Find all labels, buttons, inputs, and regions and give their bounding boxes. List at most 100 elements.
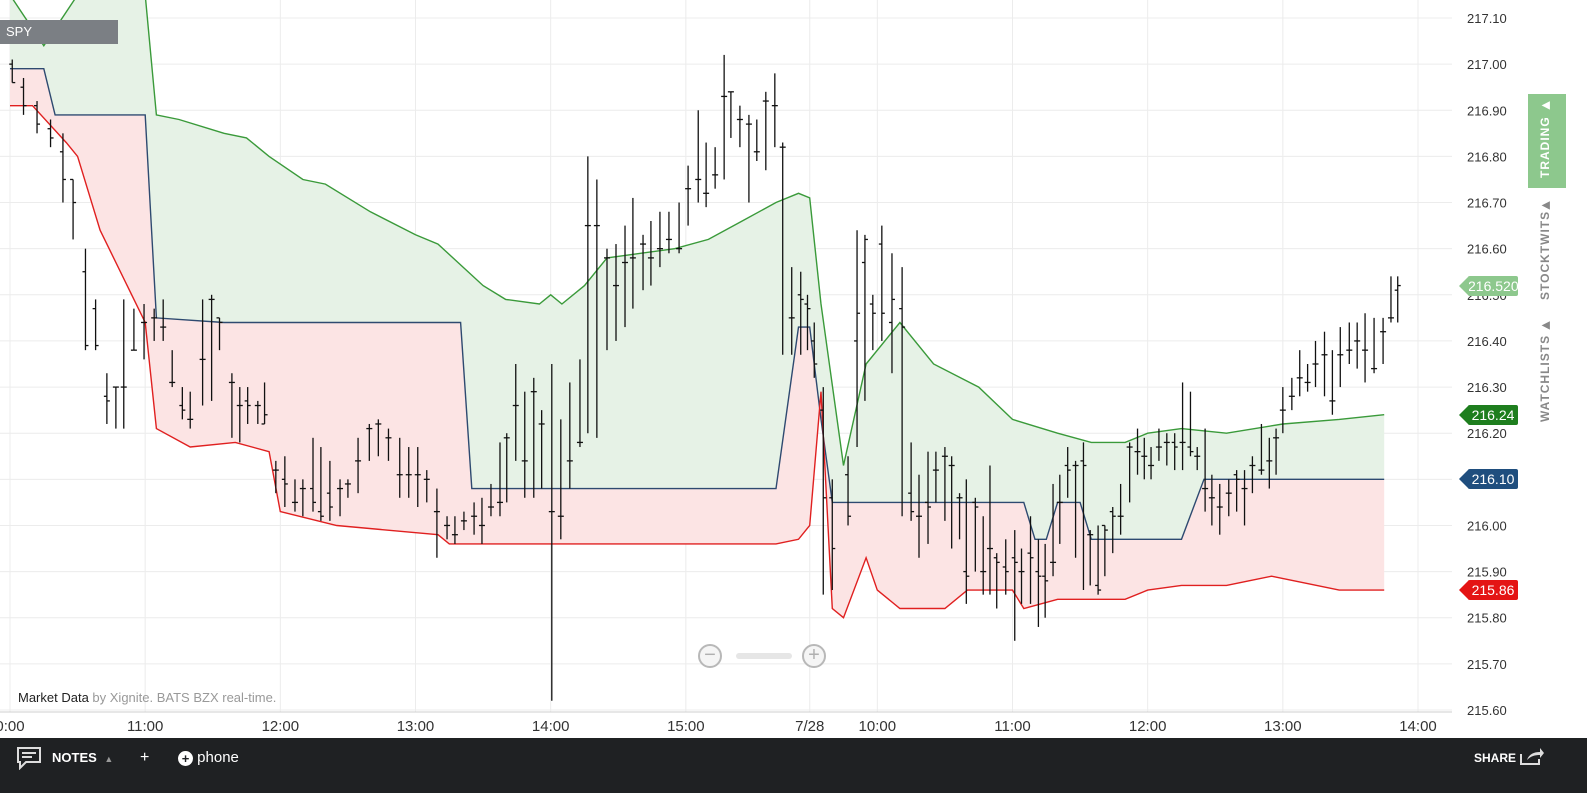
lower-channel-fill (10, 68, 1385, 618)
ohlc-bar (622, 225, 629, 328)
ohlc-bar (745, 114, 752, 203)
ohlc-bar (1362, 313, 1369, 383)
attribution-rest: by Xignite. BATS BZX real-time. (88, 690, 277, 705)
ohlc-bar (244, 387, 251, 424)
ohlc-bar (1117, 483, 1124, 535)
ohlc-bar (272, 460, 279, 494)
y-tick-label: 217.00 (1467, 57, 1507, 72)
price-chart[interactable]: 217.10 217.00 216.90 216.80 216.70 216.60 216.… (0, 0, 1587, 738)
ohlc-bar (1101, 524, 1108, 577)
share-button[interactable]: SHARE (1474, 738, 1545, 778)
ohlc-bar (676, 202, 683, 254)
ohlc-bar (70, 178, 77, 240)
ohlc-bar (845, 456, 852, 526)
ohlc-bar (640, 234, 647, 291)
add-note-button[interactable]: + (140, 749, 150, 766)
ohlc-bar (548, 364, 555, 701)
market-data-attribution: Market Data by Xignite. BATS BZX real-ti… (18, 690, 276, 705)
tab-trading-label: TRADING (1538, 116, 1552, 178)
tab-stocktwits[interactable]: ◀ STOCKTWITS (1528, 196, 1566, 306)
chevron-up-icon: ◀ (1542, 320, 1551, 331)
price-tag-lower: 215.86 (1459, 580, 1518, 601)
x-tick-label: 13:00 (1264, 718, 1302, 735)
ohlc-bar (1187, 391, 1194, 457)
ohlc-bar (916, 474, 923, 558)
x-tick-label: 11:00 (127, 718, 163, 735)
ohlc-bar (169, 350, 176, 388)
ohlc-bar (385, 428, 392, 461)
x-tick-label: 12:00 (1129, 718, 1167, 735)
ohlc-bar (1064, 447, 1071, 498)
bottom-toolbar: NOTES ▲ + + phone SHARE (0, 738, 1587, 793)
ohlc-bar (1273, 428, 1280, 475)
y-tick-label: 216.00 (1467, 518, 1507, 533)
ohlc-bar (1080, 442, 1087, 591)
ohlc-bar (1380, 317, 1387, 364)
ohlc-bar (20, 77, 27, 115)
notes-label: NOTES (52, 750, 97, 765)
ohlc-bar (236, 387, 243, 443)
ohlc-bar (47, 119, 54, 148)
ohlc-bar (366, 423, 373, 461)
share-label: SHARE (1474, 751, 1517, 765)
ohlc-bar (993, 553, 1000, 609)
ohlc-bar (34, 101, 41, 134)
ohlc-bar (1148, 447, 1155, 480)
ohlc-bar (1216, 483, 1223, 535)
caret-up-icon: ▲ (104, 754, 114, 764)
share-icon (1520, 748, 1545, 765)
ohlc-bar (736, 105, 743, 148)
ohlc-bar (261, 382, 268, 425)
ohlc-bar (869, 294, 876, 351)
price-tag-last: 216.520 (1459, 275, 1519, 296)
ohlc-bar (281, 456, 288, 508)
zoom-control: − + (698, 644, 830, 672)
ohlc-bar (396, 437, 403, 498)
ohlc-bar (811, 322, 818, 378)
ohlc-bar (1279, 387, 1286, 434)
ohlc-bar (1266, 437, 1273, 489)
ohlc-bar (460, 511, 467, 531)
ohlc-bar (1321, 331, 1328, 397)
ohlc-bar (1056, 474, 1063, 544)
ohlc-bar (629, 197, 636, 309)
zoom-out-button[interactable]: − (698, 644, 722, 668)
ohlc-bar (151, 308, 158, 341)
x-tick-label: 14:00 (1399, 718, 1437, 735)
ohlc-bar (1042, 543, 1049, 618)
ohlc-bar (820, 387, 827, 595)
ohlc-bar (444, 516, 451, 540)
ohlc-bar (405, 447, 412, 498)
ohlc-bar (1288, 377, 1295, 411)
ohlc-bar (788, 267, 795, 355)
zoom-slider[interactable] (736, 653, 792, 659)
notes-button[interactable]: NOTES ▲ (52, 738, 113, 778)
y-tick-label: 216.20 (1467, 426, 1507, 441)
ohlc-bar (503, 433, 510, 503)
tab-trading[interactable]: TRADING ◀ (1528, 94, 1566, 188)
ohlc-bar (779, 142, 786, 355)
ohlc-bar (613, 244, 620, 341)
ohlc-bar (584, 156, 591, 434)
ohlc-bar (344, 479, 351, 498)
comment-icon[interactable] (16, 746, 42, 786)
ohlc-bar (160, 299, 167, 341)
ohlc-bar (130, 308, 137, 351)
y-tick-label: 215.80 (1467, 611, 1507, 626)
ohlc-bar (414, 447, 421, 508)
ohlc-bar (1241, 470, 1248, 526)
ohlc-bar (1194, 447, 1201, 471)
zoom-in-button[interactable]: + (802, 644, 826, 668)
ohlc-bar (1258, 423, 1265, 475)
symbol-label[interactable]: SPY (0, 20, 118, 44)
ohlc-bar (1233, 470, 1240, 512)
ohlc-bar (1035, 539, 1042, 627)
tab-watchlists[interactable]: ◀ WATCHLISTS (1528, 316, 1566, 426)
ohlc-bar (9, 59, 16, 84)
ohlc-bar (1296, 350, 1303, 397)
plus-circle-icon: + (178, 751, 193, 766)
ohlc-bar (721, 54, 728, 180)
channel-fills (10, 0, 1385, 618)
phone-button[interactable]: + phone (178, 738, 239, 778)
ohlc-bar (1346, 322, 1353, 364)
